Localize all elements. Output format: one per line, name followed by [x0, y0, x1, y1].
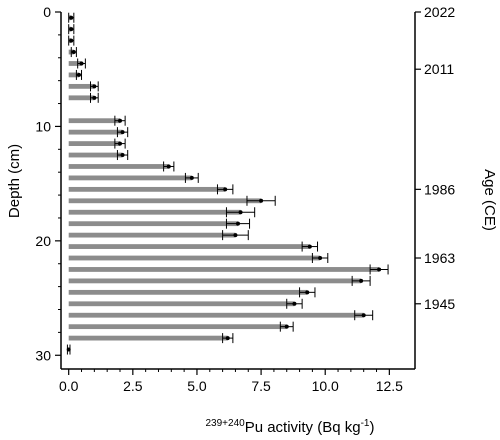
data-point-17: [236, 221, 240, 226]
bar-12: [68, 164, 169, 169]
bar-13: [68, 175, 192, 181]
data-point-23: [305, 290, 310, 295]
x-axis-title-main: Pu activity (Bq kg: [245, 419, 361, 436]
y-tick-label-2: 20: [35, 233, 51, 249]
x-axis-title-end: ): [370, 419, 375, 436]
data-point-14: [223, 187, 228, 192]
data-point-3: [71, 50, 76, 55]
data-point-6: [92, 84, 97, 89]
x-tick-label-2: 5.0: [187, 378, 207, 394]
age-tick-label-4: 1945: [424, 296, 455, 312]
bar-27: [68, 335, 228, 341]
x-axis-title-isotope-superscript: 239+240: [205, 418, 245, 429]
bar-23: [68, 289, 308, 295]
data-point-11: [120, 153, 125, 158]
y-tick-label-0: 0: [43, 4, 51, 20]
data-point-24: [292, 301, 297, 306]
y-tick-label-1: 10: [35, 118, 51, 134]
data-point-9: [120, 130, 125, 135]
data-point-1: [69, 27, 74, 32]
bar-15: [68, 198, 262, 204]
data-point-12: [166, 164, 171, 169]
bar-group: [68, 15, 380, 341]
x-tick-label-1: 2.5: [123, 378, 143, 394]
y-axis-title-left: Depth (cm): [6, 144, 23, 218]
axes-group: 0 10 20 30 0.0 2.5 5.0 7.5 10.0 12.5 2022 2011 1986 1…: [35, 4, 455, 394]
data-point-22: [359, 278, 364, 283]
bar-11: [68, 152, 123, 158]
data-point-21: [377, 267, 382, 272]
data-point-25: [361, 313, 366, 318]
data-point-8: [118, 118, 122, 123]
data-point-28: [66, 347, 71, 352]
bar-24: [68, 301, 295, 307]
x-axis-title-unit-superscript: -1: [361, 418, 370, 429]
age-tick-label-3: 1963: [424, 250, 455, 266]
data-point-0: [69, 15, 74, 20]
y-axis-title-right: Age (CE): [481, 169, 498, 231]
data-point-26: [284, 324, 289, 329]
bar-9: [68, 129, 123, 135]
data-point-4: [79, 61, 84, 66]
data-point-20: [318, 256, 323, 261]
bar-14: [68, 186, 226, 192]
data-point-19: [307, 244, 312, 249]
bar-26: [68, 324, 287, 330]
bar-7: [68, 95, 95, 101]
x-axis-title: 239+240Pu activity (Bq kg-1): [205, 418, 374, 436]
bar-19: [68, 244, 310, 249]
bar-22: [68, 278, 362, 284]
bar-18: [68, 232, 236, 238]
bar-4: [68, 61, 82, 66]
bar-20: [68, 255, 321, 261]
age-tick-label-0: 2022: [424, 4, 455, 20]
bar-21: [68, 267, 380, 272]
bar-25: [68, 312, 364, 318]
x-tick-label-4: 10.0: [312, 378, 339, 394]
data-point-10: [118, 141, 122, 146]
data-point-5: [76, 72, 81, 77]
data-point-16: [238, 210, 243, 215]
bar-5: [68, 72, 79, 78]
data-point-7: [92, 95, 97, 100]
errorbar-group: [66, 12, 389, 355]
age-tick-label-2: 1986: [424, 181, 455, 197]
bar-8: [68, 118, 120, 124]
data-point-2: [69, 38, 74, 43]
data-point-13: [189, 175, 194, 180]
data-point-27: [225, 336, 230, 341]
x-tick-label-0: 0.0: [59, 378, 79, 394]
bar-16: [68, 209, 241, 215]
y-tick-label-3: 30: [35, 347, 51, 363]
x-tick-label-3: 7.5: [251, 378, 271, 394]
x-tick-label-5: 12.5: [376, 378, 403, 394]
bar-10: [68, 141, 120, 146]
bar-6: [68, 83, 95, 89]
data-point-18: [233, 233, 238, 238]
data-point-15: [259, 198, 264, 203]
bar-17: [68, 221, 239, 227]
age-tick-label-1: 2011: [424, 61, 454, 77]
